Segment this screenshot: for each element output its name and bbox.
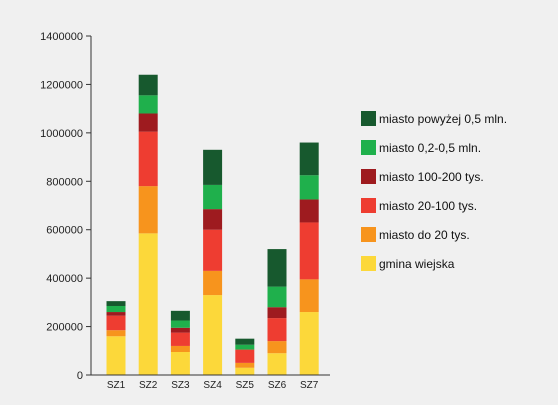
bar-segment: [106, 301, 126, 306]
bar-segment: [203, 149, 223, 185]
legend-label: miasto 100-200 tys.: [379, 170, 484, 184]
y-tick-label: 200000: [46, 322, 83, 334]
bar-stack-sz5: [235, 338, 255, 375]
x-tick-label: SZ2: [139, 380, 158, 391]
bar-segment: [106, 312, 126, 316]
bar-segment: [299, 279, 319, 313]
bar-segment: [203, 295, 223, 375]
bar-segment: [106, 315, 126, 331]
bar-segment: [235, 344, 255, 350]
bar-segment: [138, 131, 158, 187]
legend-swatch: [361, 169, 376, 184]
bar-segment: [267, 307, 287, 319]
x-tick-label: SZ4: [203, 380, 222, 391]
bar-segment: [203, 270, 223, 296]
legend-swatch: [361, 227, 376, 242]
bar-stack-sz4: [203, 149, 223, 375]
bar-segment: [267, 249, 287, 287]
y-tick-label: 400000: [46, 273, 83, 285]
x-tick-label: SZ3: [171, 380, 190, 391]
bar-segment: [267, 286, 287, 308]
legend-swatch: [361, 198, 376, 213]
bar-segment: [267, 341, 287, 354]
bar-segment: [299, 142, 319, 176]
bar-segment: [138, 233, 158, 375]
bar-segment: [299, 222, 319, 280]
y-tick-label: 600000: [46, 225, 83, 237]
bar-stack-sz3: [170, 310, 190, 375]
legend-label: miasto 20-100 tys.: [379, 199, 477, 213]
bar-segment: [170, 351, 190, 375]
bar-segment: [203, 229, 223, 271]
bar-segment: [267, 353, 287, 375]
y-tick-label: 1200000: [40, 79, 83, 91]
legend-label: miasto powyżej 0,5 mln.: [379, 112, 507, 126]
x-tick-label: SZ7: [300, 380, 319, 391]
x-tick-label: SZ1: [107, 380, 126, 391]
bar-stack-sz2: [138, 74, 158, 375]
legend-swatch: [361, 256, 376, 271]
x-tick-label: SZ5: [236, 380, 255, 391]
bar-segment: [106, 305, 126, 313]
y-tick-label: 1000000: [40, 128, 83, 140]
bar-segment: [170, 327, 190, 333]
bar-segment: [299, 312, 319, 375]
bar-segment: [299, 175, 319, 200]
y-tick-label: 800000: [46, 176, 83, 188]
bar-segment: [138, 186, 158, 234]
legend-label: miasto 0,2-0,5 mln.: [379, 141, 481, 155]
bar-segment: [170, 320, 190, 328]
bar-segment: [170, 345, 190, 352]
bar-segment: [299, 199, 319, 223]
bar-segment: [170, 332, 190, 346]
bar-segment: [138, 113, 158, 132]
bar-segment: [170, 310, 190, 321]
bar-segment: [138, 95, 158, 114]
x-axis: SZ1 SZ2 SZ3 SZ4 SZ5 SZ6 SZ7: [91, 374, 330, 391]
bar-segment: [235, 362, 255, 368]
x-tick-label: SZ6: [268, 380, 287, 391]
bars: [106, 74, 319, 375]
bar-segment: [106, 336, 126, 375]
bar-stack-sz6: [267, 249, 287, 375]
bar-segment: [203, 184, 223, 210]
bar-segment: [138, 74, 158, 96]
bar-stack-sz1: [106, 301, 126, 375]
legend-swatch: [361, 111, 376, 126]
bar-segment: [235, 367, 255, 375]
y-axis: 0 200000 400000 600000 800000 1000000 1200000 1…: [40, 31, 92, 382]
bar-segment: [203, 209, 223, 230]
bar-segment: [235, 349, 255, 363]
bar-segment: [235, 338, 255, 345]
legend-label: gmina wiejska: [379, 257, 455, 271]
legend-swatch: [361, 140, 376, 155]
bar-segment: [106, 330, 126, 337]
bar-stack-sz7: [299, 142, 319, 375]
y-tick-label: 0: [77, 370, 83, 382]
y-tick-label: 1400000: [40, 31, 83, 43]
legend: miasto powyżej 0,5 mln. miasto 0,2-0,5 ml…: [361, 111, 507, 271]
bar-segment: [267, 318, 287, 342]
legend-label: miasto do 20 tys.: [379, 228, 470, 242]
